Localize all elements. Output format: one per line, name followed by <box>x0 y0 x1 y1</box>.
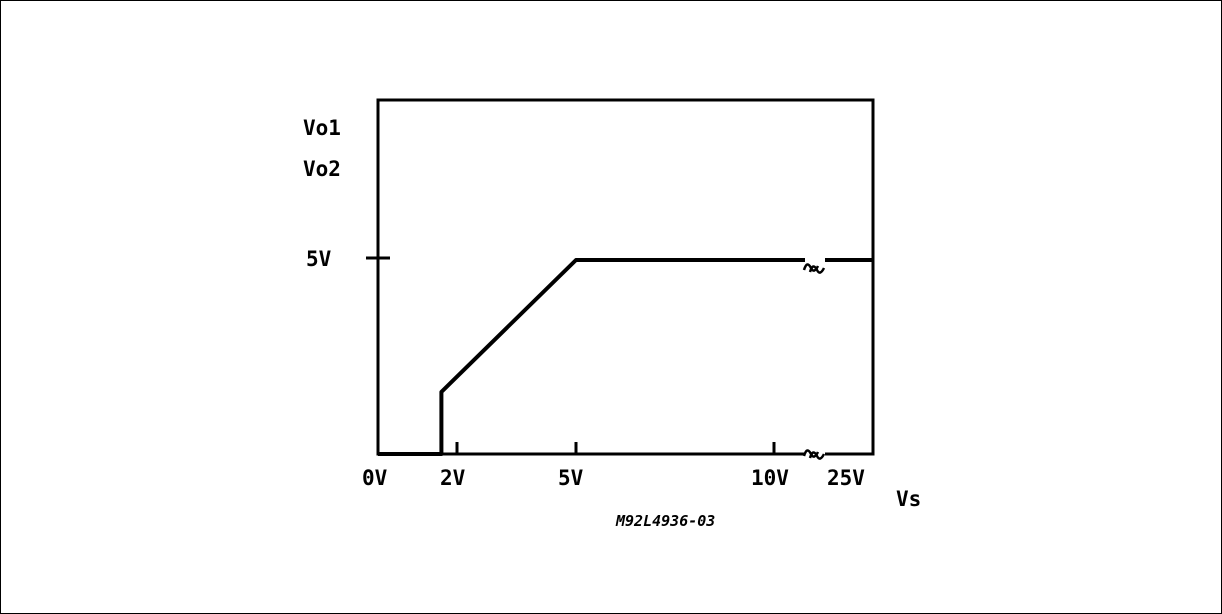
x-tick-label-10v: 10V <box>751 466 789 490</box>
y-label-vo1: Vo1 <box>303 116 341 140</box>
y-tick-label-5v: 5V <box>306 247 332 271</box>
x-axis-label: Vs <box>896 487 921 511</box>
x-tick-label-25v: 25V <box>827 466 865 490</box>
x-tick-label-5v: 5V <box>558 466 584 490</box>
plot-area <box>376 98 875 456</box>
figure-code: M92L4936-03 <box>615 512 715 530</box>
series-line <box>378 258 873 456</box>
x-tick-label-2v: 2V <box>440 466 466 490</box>
axis-break-top <box>802 258 826 274</box>
x-tick-label-0v: 0V <box>362 466 388 490</box>
axis-break-bottom <box>802 444 826 462</box>
y-label-vo2: Vo2 <box>303 157 341 181</box>
